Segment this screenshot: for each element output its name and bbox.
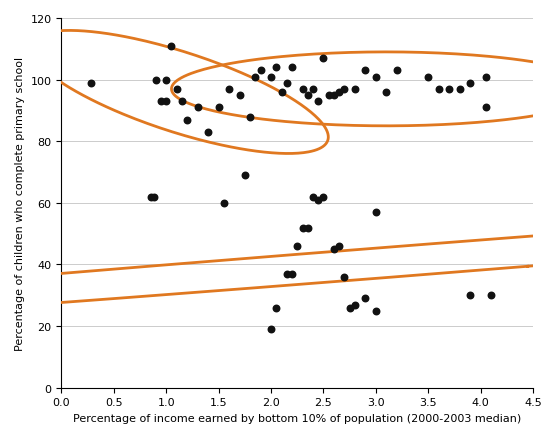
Point [224, 86, 233, 93]
Point [319, 56, 328, 63]
Point [372, 307, 380, 314]
Point [86, 80, 95, 87]
Point [146, 194, 155, 201]
Point [309, 86, 317, 93]
Point [304, 225, 312, 232]
Point [241, 172, 250, 179]
Point [193, 105, 202, 112]
Point [272, 304, 281, 311]
Point [392, 68, 401, 75]
Point [319, 194, 328, 201]
Point [167, 43, 176, 50]
Point [183, 117, 192, 124]
Point [251, 74, 260, 81]
Point [304, 92, 312, 99]
Point [277, 89, 286, 96]
Point [340, 274, 349, 281]
Point [434, 86, 443, 93]
Point [214, 105, 223, 112]
Point [246, 114, 255, 121]
Point [282, 80, 291, 87]
Point [481, 105, 490, 112]
Point [172, 86, 181, 93]
Point [309, 194, 317, 201]
Y-axis label: Percentage of children who complete primary school: Percentage of children who complete prim… [15, 57, 25, 350]
Point [466, 80, 475, 87]
Point [267, 326, 276, 333]
Point [235, 92, 244, 99]
Point [330, 92, 339, 99]
Point [314, 197, 323, 204]
Point [445, 86, 454, 93]
Point [424, 74, 433, 81]
Point [314, 99, 323, 106]
Point [481, 74, 490, 81]
Point [330, 246, 339, 253]
Point [267, 74, 276, 81]
Point [287, 271, 296, 278]
Point [361, 295, 370, 302]
Point [324, 92, 333, 99]
Point [340, 86, 349, 93]
Point [272, 65, 281, 72]
Point [178, 99, 187, 106]
Point [162, 99, 170, 106]
Point [361, 68, 370, 75]
Point [298, 225, 307, 232]
Point [149, 194, 158, 201]
Point [466, 292, 475, 299]
Point [335, 243, 344, 250]
Point [382, 89, 391, 96]
X-axis label: Percentage of income earned by bottom 10% of population (2000-2003 median): Percentage of income earned by bottom 10… [73, 413, 521, 423]
Point [152, 77, 160, 84]
Point [219, 200, 228, 207]
Point [282, 271, 291, 278]
Point [157, 99, 165, 106]
Point [293, 243, 302, 250]
Point [372, 209, 380, 216]
Point [372, 74, 380, 81]
Point [350, 301, 359, 308]
Point [287, 65, 296, 72]
Point [350, 86, 359, 93]
Point [298, 86, 307, 93]
Point [162, 77, 170, 84]
Point [256, 68, 265, 75]
Point [345, 304, 354, 311]
Point [487, 292, 496, 299]
Point [204, 129, 213, 136]
Point [335, 89, 344, 96]
Point [455, 86, 464, 93]
